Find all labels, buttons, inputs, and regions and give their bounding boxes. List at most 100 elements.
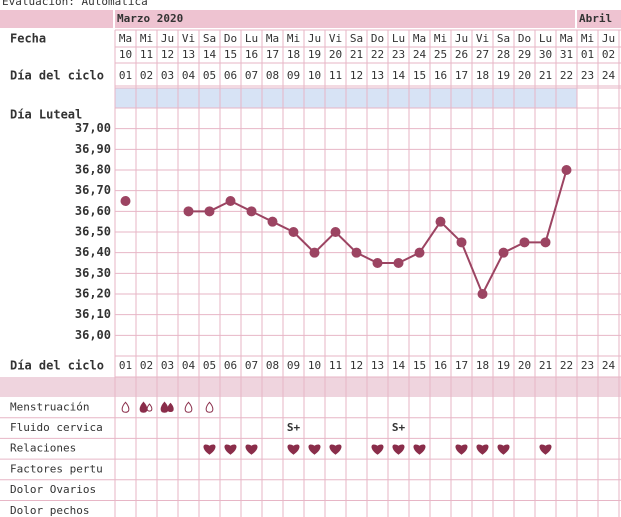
drop xyxy=(121,401,130,413)
row-label: Dolor pechos xyxy=(10,504,89,517)
cycle-day: 21 xyxy=(539,69,552,82)
cycle-day: 02 xyxy=(140,69,153,82)
row-label: Relaciones xyxy=(10,442,76,455)
drop xyxy=(184,401,193,413)
cycle-day: 16 xyxy=(434,69,447,82)
menstruation-mark xyxy=(205,401,214,413)
row-label: Dolor Ovarios xyxy=(10,483,96,496)
y-tick-label: 37,00 xyxy=(75,121,111,135)
heart-mark xyxy=(245,444,258,455)
weekday: Ma xyxy=(119,32,132,45)
menstruation-mark xyxy=(184,401,193,413)
cycle-day: 13 xyxy=(371,69,384,82)
heart-mark xyxy=(539,444,552,455)
date: 01 xyxy=(581,48,594,61)
cycle-day: 02 xyxy=(140,359,153,372)
weekday: Mi xyxy=(287,32,300,45)
cycle-day: 06 xyxy=(224,69,237,82)
y-tick-label: 36,20 xyxy=(75,287,111,301)
cycle-day: 17 xyxy=(455,69,468,82)
cycle-day: 21 xyxy=(539,359,552,372)
temperature-point xyxy=(414,247,425,258)
cycle-day: 12 xyxy=(350,69,363,82)
cycle-day: 05 xyxy=(203,69,216,82)
heart-mark xyxy=(224,444,237,455)
fluid-mark: S+ xyxy=(287,421,301,434)
y-tick-label: 36,60 xyxy=(75,204,111,218)
cycle-day: 20 xyxy=(518,69,531,82)
cycle-day: 06 xyxy=(224,359,237,372)
y-tick-label: 36,30 xyxy=(75,266,111,280)
temperature-point xyxy=(393,258,404,268)
cycle-day: 05 xyxy=(203,359,216,372)
fecha-label: Fecha xyxy=(10,32,46,46)
weekday: Ju xyxy=(455,32,468,45)
date: 21 xyxy=(350,48,363,61)
date: 29 xyxy=(518,48,531,61)
heart-mark xyxy=(455,444,468,455)
temperature-point xyxy=(561,165,572,175)
temperature-point xyxy=(267,216,278,227)
heart-mark xyxy=(497,444,510,455)
cycle-day: 03 xyxy=(161,359,174,372)
temperature-point xyxy=(288,227,299,237)
cycle-day: 19 xyxy=(497,359,510,372)
row-label: Fluido cervica xyxy=(10,421,103,434)
y-tick-label: 36,40 xyxy=(75,245,111,259)
cycle-day: 24 xyxy=(602,359,616,372)
cycle-day: 04 xyxy=(182,69,196,82)
weekday: Ma xyxy=(560,32,573,45)
weekday: Ju xyxy=(161,32,174,45)
drop xyxy=(146,403,153,412)
luteal-label: Día Luteal xyxy=(10,108,82,122)
weekday: Do xyxy=(518,32,531,45)
menstruation-mark xyxy=(139,401,153,413)
cycle-day: 09 xyxy=(287,359,300,372)
date: 23 xyxy=(392,48,405,61)
drop xyxy=(167,402,174,413)
weekday: Vi xyxy=(476,32,489,45)
weekday: Ju xyxy=(602,32,615,45)
drop xyxy=(205,401,214,413)
cycle-day: 08 xyxy=(266,69,279,82)
temperature-point xyxy=(183,206,194,217)
cycle-label: Día del ciclo xyxy=(10,69,104,83)
date: 16 xyxy=(245,48,258,61)
heart-mark xyxy=(476,444,489,455)
cycle-day: 07 xyxy=(245,69,258,82)
temperature-point xyxy=(330,227,341,237)
cycle-day: 17 xyxy=(455,359,468,372)
weekday: Vi xyxy=(182,32,195,45)
cycle-day: 15 xyxy=(413,69,426,82)
temperature-point xyxy=(477,289,488,299)
date: 30 xyxy=(539,48,552,61)
separator-band xyxy=(0,377,621,397)
temperature-point xyxy=(225,196,236,206)
temperature-point xyxy=(309,247,320,258)
y-tick-label: 36,10 xyxy=(75,307,111,321)
weekday: Lu xyxy=(392,32,405,45)
date: 20 xyxy=(329,48,342,61)
cycle-day: 19 xyxy=(497,69,510,82)
weekday: Sa xyxy=(497,32,510,45)
weekday: Ju xyxy=(308,32,321,45)
date: 18 xyxy=(287,48,300,61)
menstruation-mark xyxy=(160,401,174,413)
cycle-label: Día del ciclo xyxy=(10,359,104,373)
weekday: Ma xyxy=(266,32,279,45)
date: 24 xyxy=(413,48,427,61)
weekday: Do xyxy=(224,32,237,45)
menstruation-mark xyxy=(121,401,130,413)
date: 13 xyxy=(182,48,195,61)
cycle-day: 08 xyxy=(266,359,279,372)
temperature-point xyxy=(435,216,446,227)
date: 22 xyxy=(371,48,384,61)
cycle-day: 11 xyxy=(329,359,342,372)
cycle-day: 24 xyxy=(602,69,616,82)
y-tick-label: 36,70 xyxy=(75,183,111,197)
weekday: Lu xyxy=(539,32,552,45)
temperature-point xyxy=(351,247,362,258)
weekday: Do xyxy=(371,32,384,45)
temperature-point xyxy=(372,258,383,268)
